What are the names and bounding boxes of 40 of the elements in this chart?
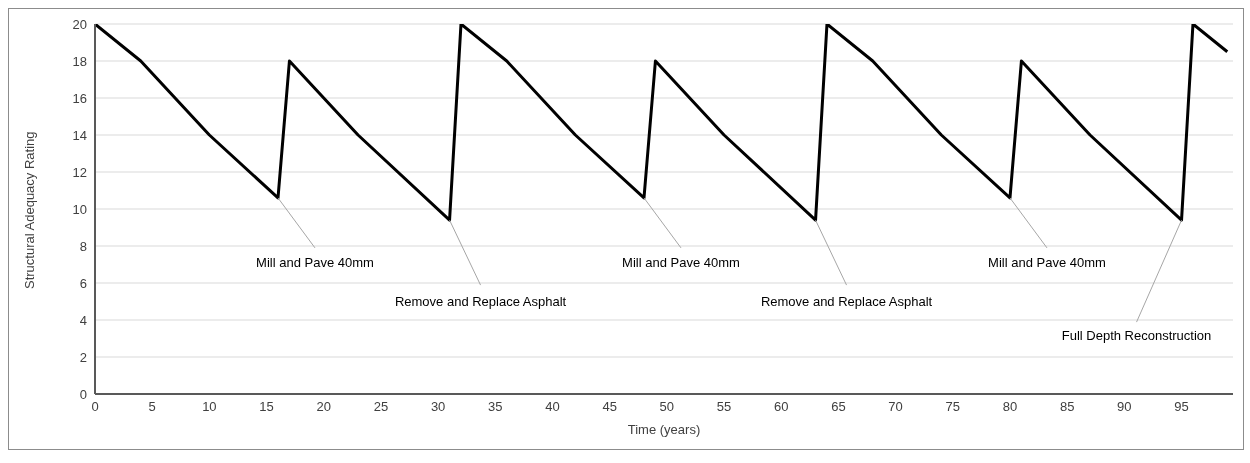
x-tick-label: 25	[373, 399, 389, 415]
annotation: Mill and Pave 40mm	[256, 254, 374, 270]
y-tick-label: 18	[72, 53, 87, 69]
x-tick-label: 55	[716, 399, 732, 415]
y-axis-title: Structural Adequacy Rating	[21, 131, 37, 289]
x-tick-label: 85	[1059, 399, 1075, 415]
y-tick-label: 0	[79, 386, 87, 402]
x-tick-label: 0	[91, 399, 99, 415]
annotation: Mill and Pave 40mm	[622, 254, 740, 270]
annotation: Remove and Replace Asphalt	[394, 294, 567, 310]
y-tick-label: 14	[72, 127, 87, 143]
y-tick-label: 12	[72, 164, 87, 180]
x-tick-label: 35	[488, 399, 503, 415]
y-tick-label: 8	[79, 238, 87, 254]
y-tick-label: 16	[72, 90, 87, 106]
y-tick-label: 10	[72, 201, 87, 217]
x-tick-label: 30	[430, 399, 446, 415]
x-tick-label: 5	[148, 399, 156, 415]
y-tick-label: 20	[72, 16, 87, 32]
x-tick-label: 70	[888, 399, 903, 415]
x-tick-label: 15	[259, 399, 274, 415]
x-tick-label: 40	[545, 399, 560, 415]
x-tick-label: 60	[774, 399, 789, 415]
annotation: Mill and Pave 40mm	[988, 254, 1106, 270]
y-tick-label: 6	[79, 275, 87, 291]
x-tick-label: 45	[602, 399, 617, 415]
x-tick-label: 10	[202, 399, 217, 415]
x-tick-label: 95	[1174, 399, 1189, 415]
x-axis-title: Time (years)	[627, 422, 701, 437]
x-tick-label: 75	[945, 399, 961, 415]
annotation: Full Depth Reconstruction	[1061, 328, 1212, 344]
x-tick-label: 65	[831, 399, 846, 415]
annotation: Remove and Replace Asphalt	[760, 294, 933, 310]
x-tick-label: 90	[1117, 399, 1132, 415]
x-tick-label: 50	[659, 399, 675, 415]
line-series	[95, 24, 1229, 222]
x-tick-label: 80	[1002, 399, 1018, 415]
x-tick-label: 20	[316, 399, 331, 415]
y-tick-label: 4	[79, 312, 87, 328]
y-tick-label: 2	[79, 349, 87, 365]
